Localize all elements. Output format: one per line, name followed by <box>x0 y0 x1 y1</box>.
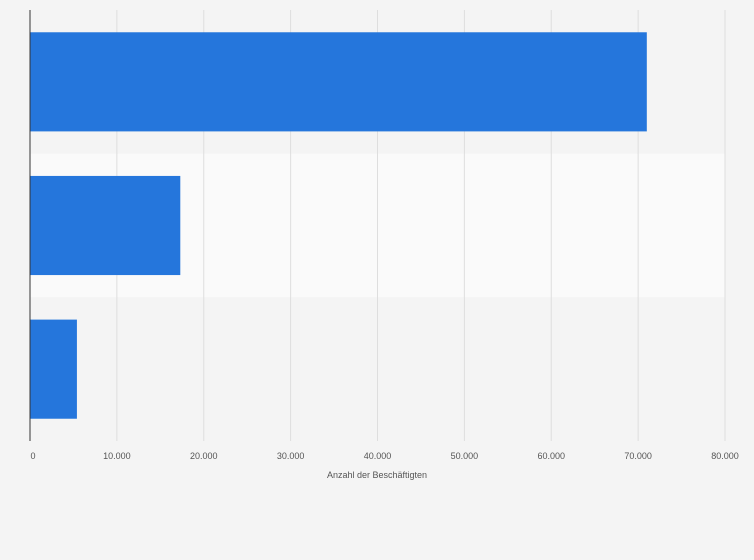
x-tick-label: 10.000 <box>103 451 131 461</box>
x-tick-label: 50.000 <box>451 451 479 461</box>
bar[interactable] <box>30 319 77 419</box>
x-tick-label: 0 <box>30 451 35 461</box>
x-tick-label: 70.000 <box>624 451 652 461</box>
x-tick-label: 60.000 <box>537 451 565 461</box>
bar[interactable] <box>30 32 647 132</box>
x-tick-labels: 0 10.000 20.000 30.000 40.000 50.000 60.000 70.… <box>30 451 738 461</box>
x-tick-label: 20.000 <box>190 451 218 461</box>
bars <box>30 32 647 419</box>
x-axis-title: Anzahl der Beschäftigten <box>327 470 427 480</box>
x-tick-label: 30.000 <box>277 451 305 461</box>
x-tick-label: 80.000 <box>711 451 739 461</box>
bar[interactable] <box>30 175 181 276</box>
x-tick-label: 40.000 <box>364 451 392 461</box>
